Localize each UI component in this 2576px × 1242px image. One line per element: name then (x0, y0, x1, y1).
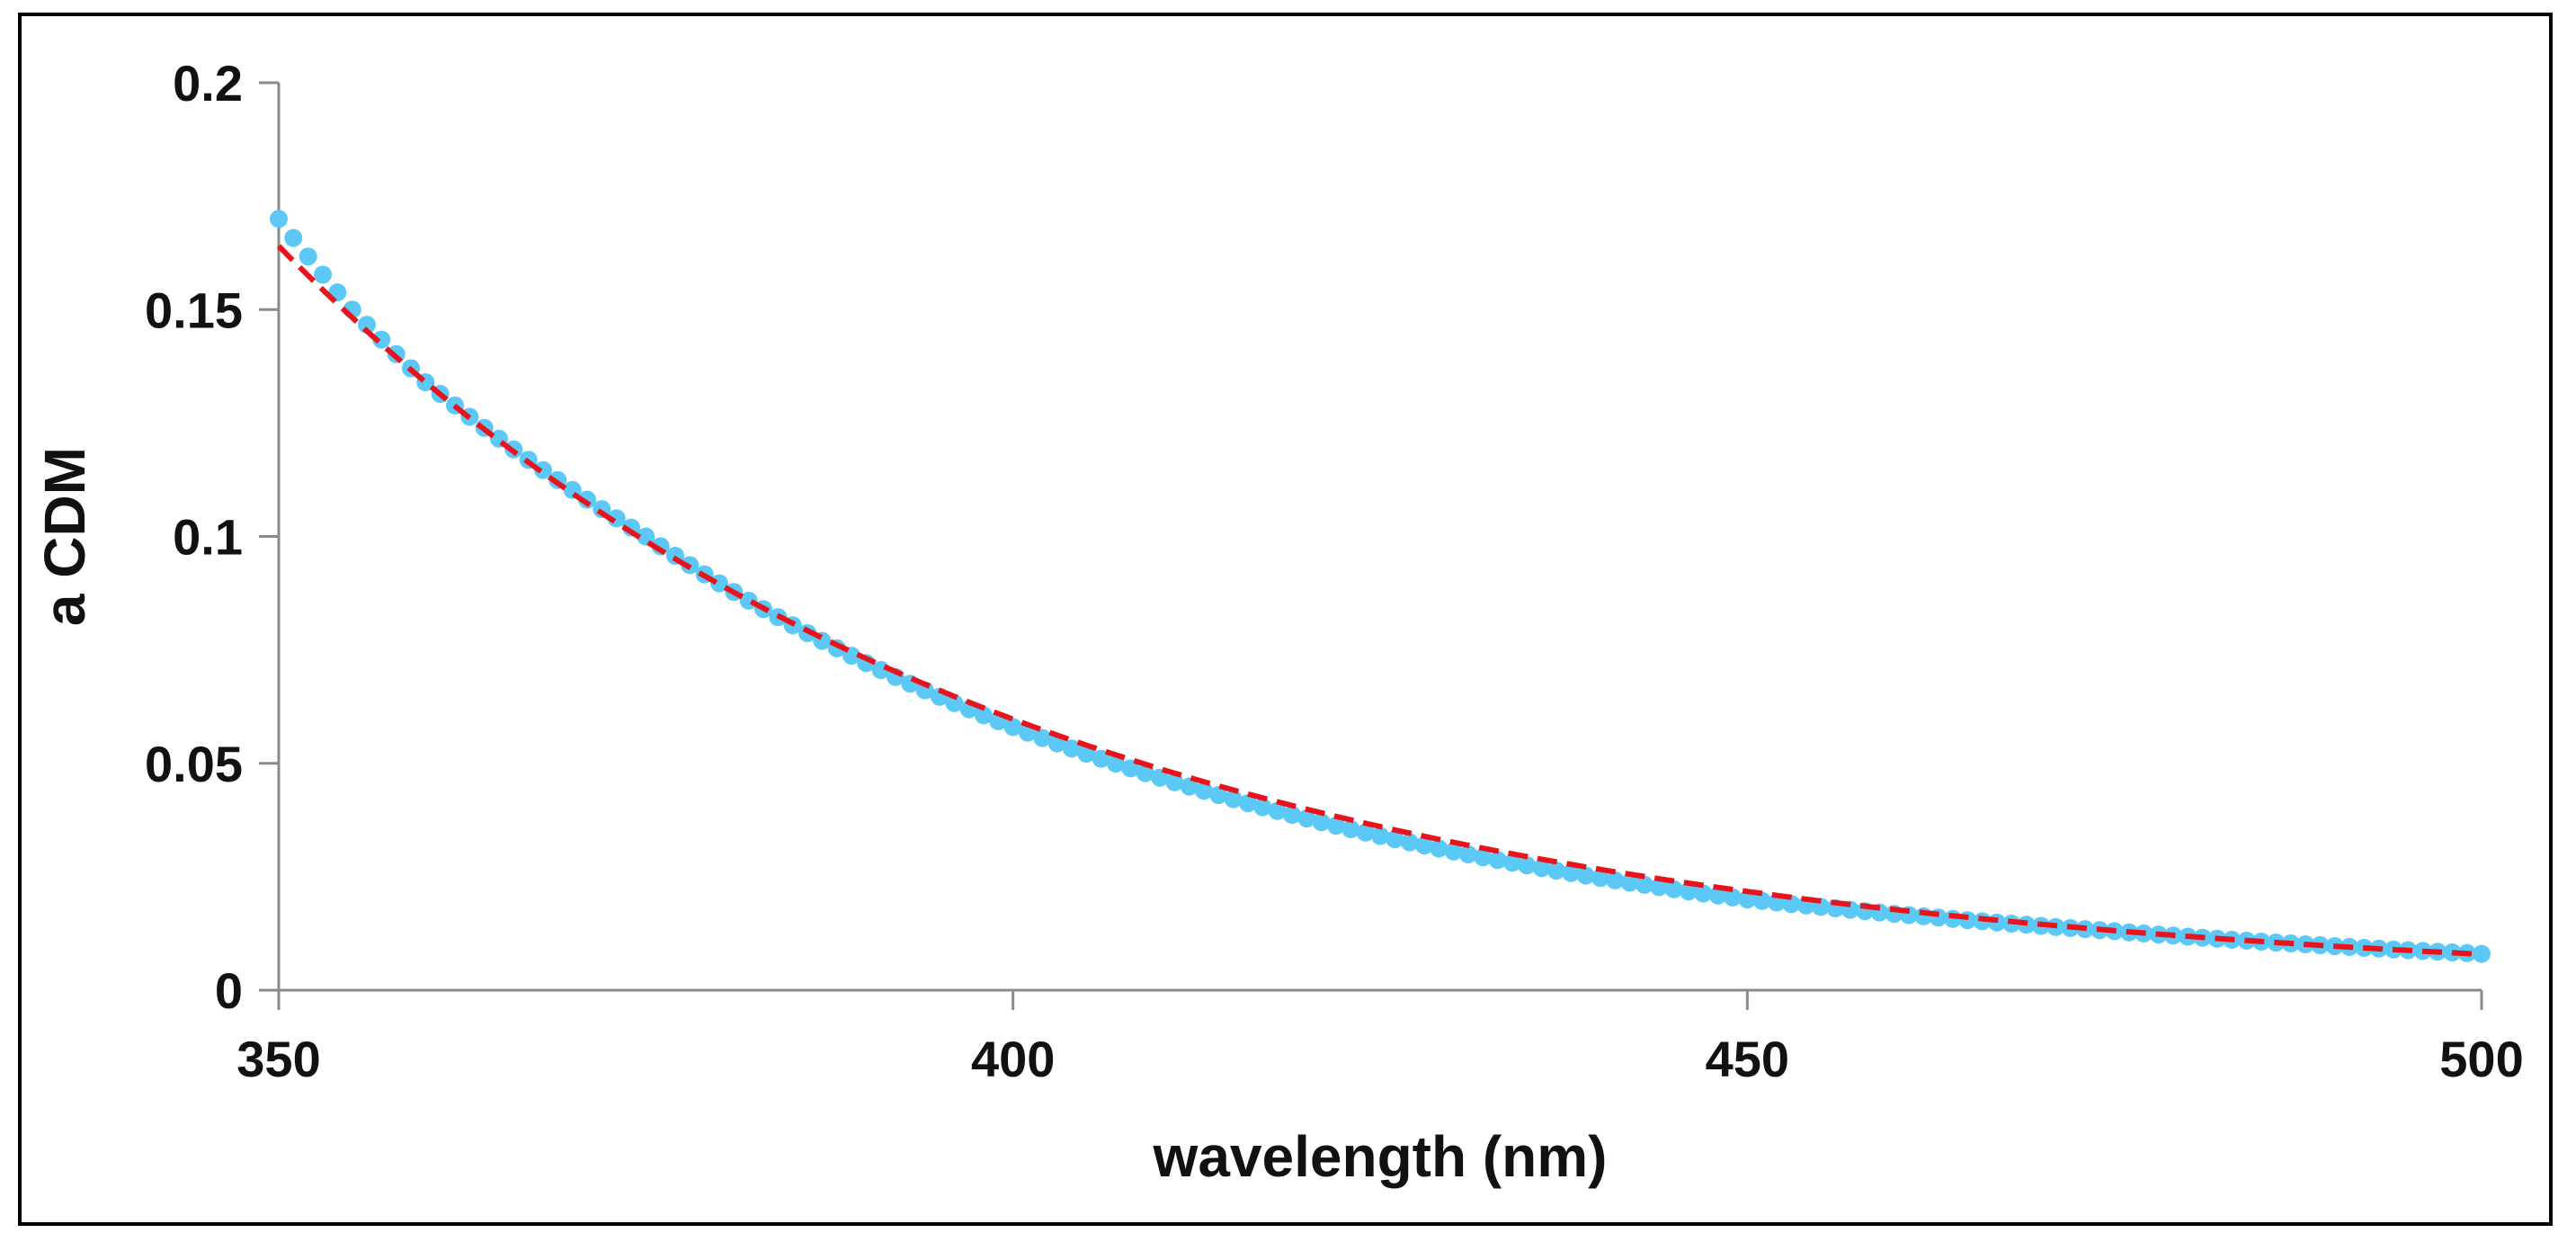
data-point (1415, 836, 1433, 855)
data-point (1327, 817, 1345, 835)
data-point (1400, 833, 1419, 852)
data-point (1224, 790, 1243, 809)
axes (259, 81, 2483, 1010)
data-point (299, 247, 317, 266)
data-point (1444, 842, 1463, 861)
data-point (1518, 856, 1537, 875)
x-axis-title: wavelength (nm) (1153, 1124, 1608, 1189)
data-point (1620, 873, 1639, 892)
data-point (1136, 764, 1154, 782)
data-point (1738, 890, 1757, 909)
data-point (1195, 782, 1213, 800)
data-point (945, 693, 964, 712)
data-point (1297, 809, 1316, 828)
data-point (314, 265, 332, 284)
data-point (1532, 859, 1551, 878)
y-axis-title: a CDM (32, 447, 97, 626)
data-point (1547, 862, 1565, 880)
chart: 0 0.05 0.1 0.15 0.2 350 400 450 500 wavelength (… (32, 55, 2524, 1189)
data-point (1033, 728, 1052, 747)
tick-labels: 0 0.05 0.1 0.15 0.2 350 400 450 500 (145, 55, 2524, 1087)
data-point (1063, 739, 1081, 758)
data-point (1503, 853, 1521, 872)
data-point (1356, 823, 1375, 842)
data-point (534, 460, 552, 479)
y-tick-label: 0.05 (145, 736, 243, 792)
data-point (372, 330, 391, 349)
data-point (1636, 875, 1653, 894)
data-point (1562, 863, 1581, 882)
data-point (1253, 798, 1272, 817)
data-point (1694, 884, 1713, 903)
data-point (1209, 786, 1228, 804)
data-point (1488, 851, 1507, 870)
chart-frame: 0 0.05 0.1 0.15 0.2 350 400 450 500 wavelength (… (18, 13, 2553, 1226)
y-tick-label: 0.1 (173, 509, 243, 566)
data-point (1576, 866, 1595, 885)
data-point (578, 490, 596, 509)
y-tick-label: 0.2 (173, 55, 243, 112)
data-point (1312, 813, 1331, 832)
data-point (358, 316, 376, 335)
data-point (1606, 871, 1625, 889)
data-point (1680, 882, 1698, 901)
data-point (1782, 895, 1801, 914)
data-point (1708, 886, 1727, 905)
fit-line (276, 244, 2482, 957)
data-point (1239, 794, 1257, 813)
data-point (1341, 820, 1360, 838)
data-point (1459, 845, 1477, 863)
measured-series (270, 210, 2491, 963)
data-point (1591, 869, 1609, 888)
data-point (1180, 777, 1199, 796)
data-point (1165, 773, 1184, 791)
data-point (1151, 768, 1169, 787)
y-tick-label: 0.15 (145, 281, 243, 338)
data-point (1650, 878, 1669, 897)
data-point (1283, 806, 1301, 824)
data-point (1752, 891, 1771, 910)
x-tick-label: 350 (236, 1031, 320, 1087)
data-point (270, 210, 288, 228)
x-tick-label: 450 (1706, 1031, 1789, 1087)
data-point (1724, 888, 1742, 907)
data-point (1371, 827, 1389, 845)
data-point (1268, 801, 1287, 820)
data-point (1430, 839, 1448, 858)
data-point (1664, 880, 1683, 898)
x-tick-label: 400 (971, 1031, 1055, 1087)
fit-series (276, 244, 2482, 957)
x-tick-label: 500 (2439, 1031, 2523, 1087)
data-point (1003, 718, 1022, 737)
data-point (975, 706, 993, 725)
data-point (1474, 848, 1493, 867)
data-point (1386, 830, 1404, 849)
data-point (1121, 759, 1140, 778)
y-tick-label: 0 (215, 962, 243, 1019)
data-point (284, 228, 303, 247)
